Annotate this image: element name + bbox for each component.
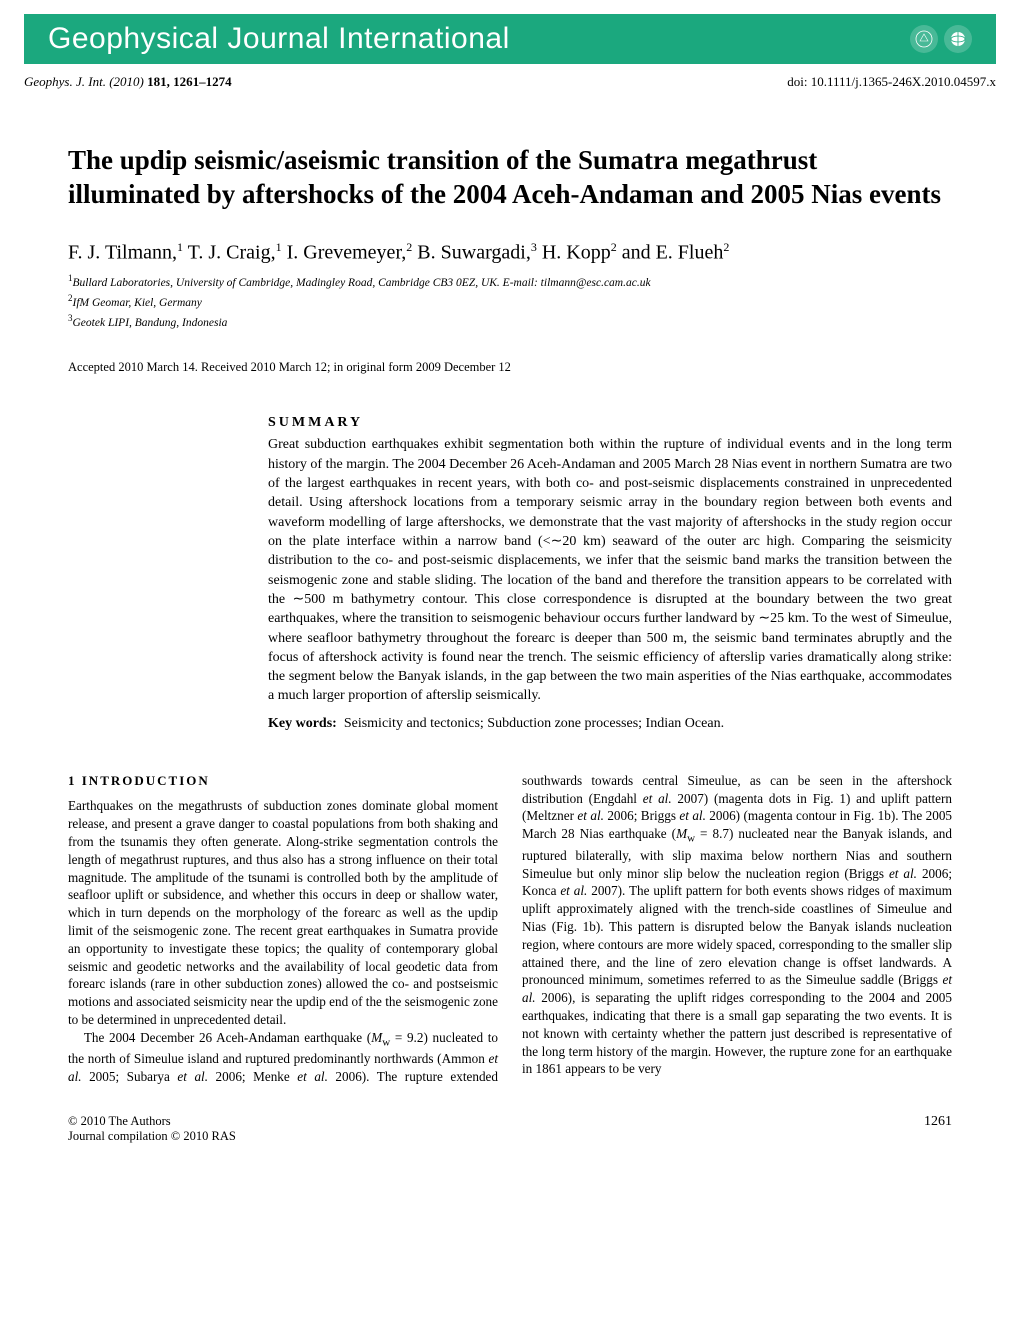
article-title: The updip seismic/aseismic transition of… xyxy=(68,144,952,212)
article-content: GJI Geodynamics and tectonics The updip … xyxy=(0,144,1020,1086)
copyright-line-1: © 2010 The Authors xyxy=(68,1114,236,1129)
section-1-heading: 1 INTRODUCTION xyxy=(68,772,498,790)
citation-meta-row: Geophys. J. Int. (2010) 181, 1261–1274 d… xyxy=(0,70,1020,114)
journal-name: Geophysical Journal International xyxy=(48,22,510,56)
logo-globe-icon xyxy=(944,25,972,53)
keywords-label: Key words: xyxy=(268,716,337,731)
citation-left: Geophys. J. Int. (2010) 181, 1261–1274 xyxy=(24,74,232,90)
citation-year: (2010) xyxy=(109,74,144,89)
affiliation-1: 1Bullard Laboratories, University of Cam… xyxy=(68,272,952,292)
affiliation-2: 2IfM Geomar, Kiel, Germany xyxy=(68,292,952,312)
body-two-column: 1 INTRODUCTION Earthquakes on the megath… xyxy=(68,772,952,1086)
summary-block: SUMMARY Great subduction earthquakes exh… xyxy=(268,415,952,731)
dates-line: Accepted 2010 March 14. Received 2010 Ma… xyxy=(68,360,952,375)
copyright-block: © 2010 The Authors Journal compilation ©… xyxy=(68,1114,236,1144)
affiliation-3: 3Geotek LIPI, Bandung, Indonesia xyxy=(68,312,952,332)
intro-para-1: Earthquakes on the megathrusts of subduc… xyxy=(68,797,498,1029)
doi-text: doi: 10.1111/j.1365-246X.2010.04597.x xyxy=(787,74,996,90)
summary-text: Great subduction earthquakes exhibit seg… xyxy=(268,435,952,705)
page-footer: © 2010 The Authors Journal compilation ©… xyxy=(0,1086,1020,1144)
summary-heading: SUMMARY xyxy=(268,415,952,431)
authors-line: F. J. Tilmann,1 T. J. Craig,1 I. Greveme… xyxy=(68,240,952,265)
keywords-line: Key words: Seismicity and tectonics; Sub… xyxy=(268,716,952,732)
citation-journal: Geophys. J. Int. xyxy=(24,74,106,89)
copyright-line-2: Journal compilation © 2010 RAS xyxy=(68,1129,236,1144)
logo-crest-icon xyxy=(910,25,938,53)
publisher-logos xyxy=(910,25,972,53)
page-number: 1261 xyxy=(924,1114,952,1144)
citation-vol-pages: 181, 1261–1274 xyxy=(147,74,232,89)
keywords-text: Seismicity and tectonics; Subduction zon… xyxy=(344,716,724,731)
affiliations-block: 1Bullard Laboratories, University of Cam… xyxy=(68,272,952,332)
journal-banner: Geophysical Journal International xyxy=(24,14,996,64)
